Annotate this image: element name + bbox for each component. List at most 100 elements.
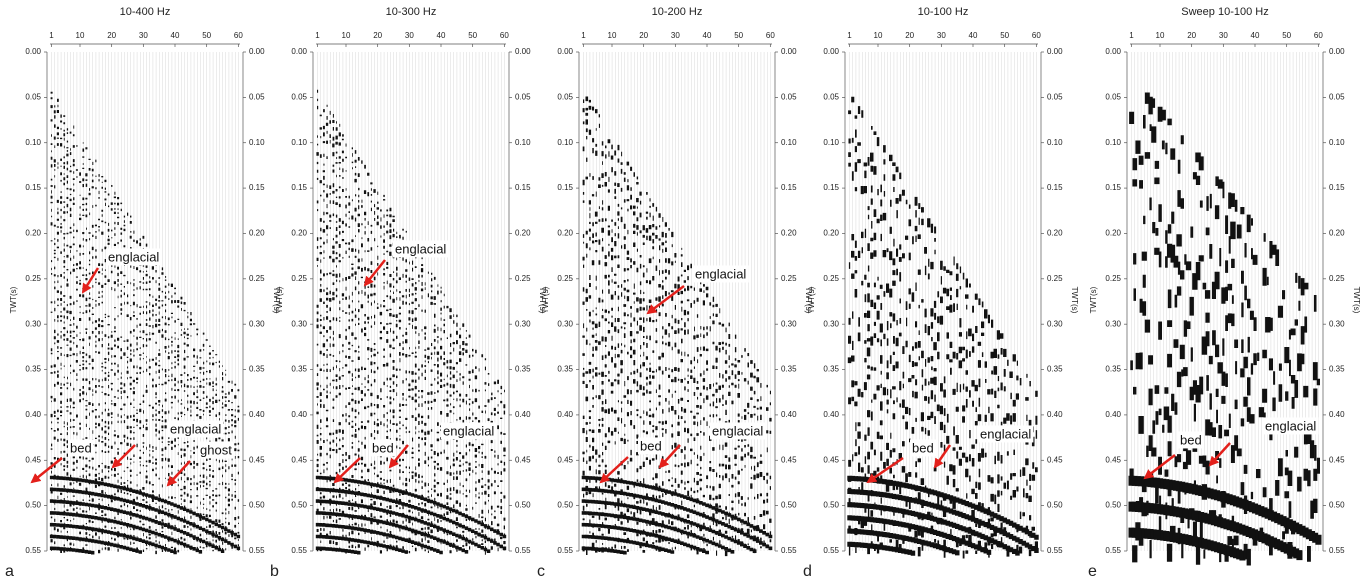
wiggle-fill <box>1296 275 1303 561</box>
y-tick-label: 0.00 <box>823 47 839 56</box>
y-axis-title: TWT(s) <box>804 287 813 314</box>
y-tick-label: 0.15 <box>249 183 265 192</box>
x-tick-label: 1 <box>1129 31 1134 40</box>
y-tick-label: 0.25 <box>291 274 307 283</box>
y-tick-label: 0.45 <box>25 455 41 464</box>
wiggle-fill <box>483 358 488 555</box>
y-tick-label: 0.10 <box>25 138 41 147</box>
y-tick-label: 0.30 <box>1047 319 1063 328</box>
wiggle-fill <box>201 332 206 549</box>
wiggle-fill <box>917 203 922 557</box>
annotation-label: englacial <box>695 266 746 281</box>
wiggle-fill <box>1277 305 1284 551</box>
annotation-arrow <box>866 456 904 484</box>
y-tick-label: 0.20 <box>1329 229 1345 238</box>
annotation-label: englacial <box>980 426 1031 441</box>
wiggle-fill <box>179 296 184 546</box>
annotation-bg <box>693 265 749 283</box>
y-tick-label: 0.15 <box>25 183 41 192</box>
wiggle-fill <box>157 277 161 549</box>
wiggle-fill <box>391 215 396 551</box>
x-tick-label: 50 <box>1282 31 1291 40</box>
y-tick-label: 0.45 <box>291 455 307 464</box>
wiggle-fill <box>404 230 408 554</box>
wiggle-fill <box>996 330 1001 548</box>
wiggle-fill <box>233 383 237 549</box>
wiggle-fill <box>1267 241 1274 556</box>
wiggle-fill <box>474 349 478 547</box>
wiggle-fill <box>236 389 241 551</box>
wiggle-fill <box>106 193 111 551</box>
wiggle-fill <box>81 142 85 554</box>
wiggle-fill <box>977 298 982 551</box>
wiggle-fill <box>850 96 855 547</box>
wiggle-fill <box>78 172 82 553</box>
wiggle-fill <box>1283 347 1290 554</box>
wiggle-fill <box>692 276 697 551</box>
x-tick-label: 40 <box>171 31 180 40</box>
y-tick-label: 0.45 <box>515 455 531 464</box>
y-tick-label: 0.55 <box>823 546 839 555</box>
y-tick-label: 0.00 <box>515 47 531 56</box>
annotation-bg <box>910 439 936 457</box>
y-axis-title: TWT(s) <box>272 287 281 314</box>
wiggle-fill <box>736 360 741 545</box>
wiggle-fill <box>679 247 684 545</box>
annotation-bg <box>68 439 94 457</box>
wiggle-fill <box>1315 378 1322 545</box>
wiggle-fill <box>752 363 757 554</box>
y-tick-label: 0.40 <box>781 410 797 419</box>
y-tick-label: 0.55 <box>1329 546 1345 555</box>
wiggle-fill <box>87 158 92 554</box>
wiggle-fill <box>616 144 621 554</box>
wiggle-fill <box>439 286 443 555</box>
x-tick-label: 30 <box>139 31 148 40</box>
y-tick-label: 0.00 <box>1329 47 1345 56</box>
y-tick-label: 0.20 <box>291 229 307 238</box>
wiggle-fill <box>429 272 434 551</box>
x-tick-label: 40 <box>703 31 712 40</box>
y-tick-label: 0.40 <box>515 410 531 419</box>
y-tick-label: 0.50 <box>25 501 41 510</box>
wiggle-fill <box>967 283 973 547</box>
wiggle-fill <box>581 99 586 552</box>
x-tick-label: 50 <box>1000 31 1009 40</box>
wiggle-fill <box>423 282 427 552</box>
wiggle-fill <box>964 278 969 554</box>
y-tick-label: 0.40 <box>1047 410 1063 419</box>
y-tick-label: 0.15 <box>557 183 573 192</box>
annotation-label: englacial <box>1265 418 1316 433</box>
x-tick-label: 60 <box>500 31 509 40</box>
y-tick-label: 0.45 <box>1105 455 1121 464</box>
y-tick-label: 0.35 <box>249 365 265 374</box>
annotation-bg <box>393 240 449 258</box>
wiggle-fill <box>182 302 187 548</box>
x-tick-label: 1 <box>847 31 852 40</box>
wiggle-fill <box>942 266 947 558</box>
wiggle-fill <box>986 314 992 558</box>
wiggle-fill <box>220 365 225 553</box>
y-tick-label: 0.40 <box>1105 410 1121 419</box>
y-tick-label: 0.55 <box>249 546 265 555</box>
annotation-arrow <box>933 444 952 469</box>
wiggle-fill <box>847 110 852 556</box>
wiggle-fill <box>410 240 415 548</box>
wiggle-fill <box>195 328 199 553</box>
seismic-panel <box>1128 52 1322 566</box>
wiggle-fill <box>645 192 649 548</box>
y-tick-label: 0.20 <box>557 229 573 238</box>
annotation-arrow <box>30 457 63 484</box>
wiggle-fill <box>1147 96 1154 559</box>
wiggle-fill <box>1239 207 1246 561</box>
annotation-arrow <box>166 460 191 487</box>
annotation-bg <box>978 425 1034 443</box>
panel-title: 10-400 Hz <box>120 6 171 18</box>
wiggle-fill <box>648 198 652 548</box>
panel-title: Sweep 10-100 Hz <box>1181 6 1268 18</box>
y-tick-label: 0.05 <box>1047 92 1063 101</box>
wiggle-fill <box>1245 214 1252 566</box>
x-tick-label: 20 <box>373 31 382 40</box>
annotation-arrow <box>363 259 386 287</box>
y-tick-label: 0.10 <box>1047 138 1063 147</box>
wiggle-fill <box>65 128 70 552</box>
